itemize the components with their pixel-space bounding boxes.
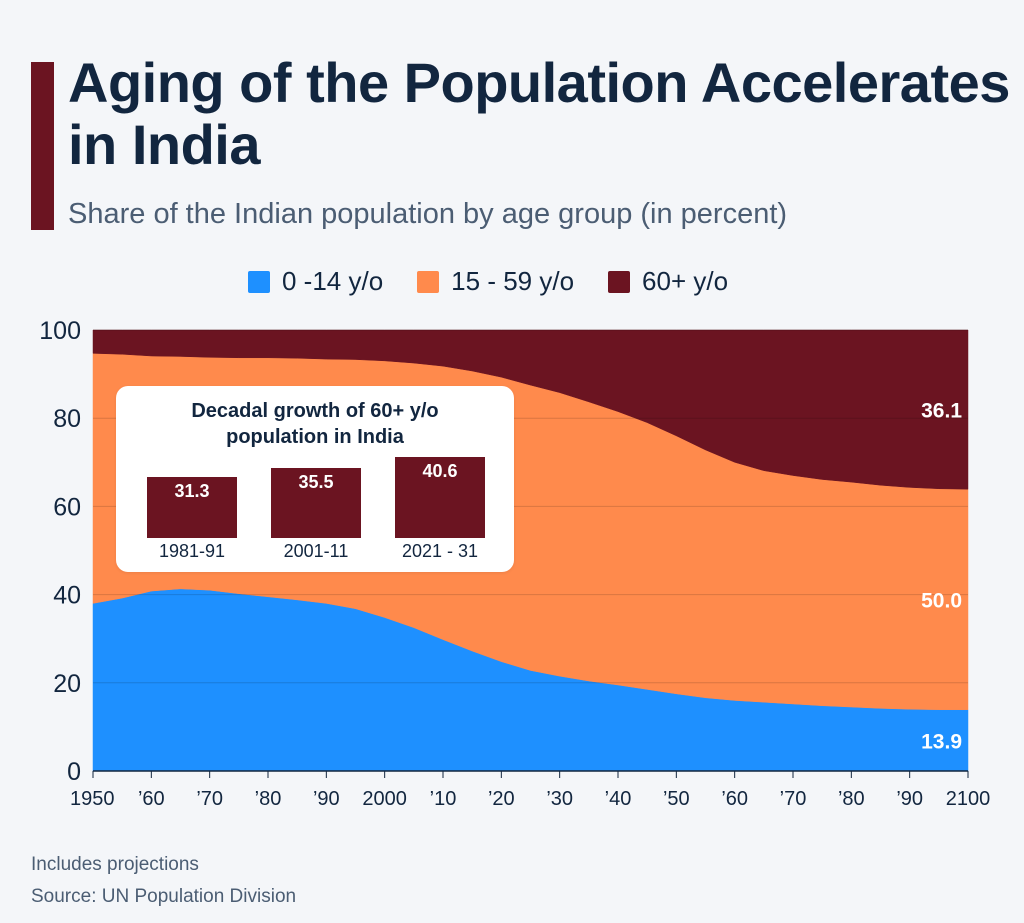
x-tick-label-5: 2000	[362, 788, 407, 810]
inset-bar-label-2: 2021 - 31	[401, 541, 479, 561]
inset-title: Decadal growth of 60+ y/o population in …	[191, 400, 439, 448]
y-tick-label-0: 0	[67, 758, 81, 786]
x-tick-label-2: ’70	[196, 788, 223, 810]
x-tick-label-4: ’90	[313, 788, 340, 810]
x-tick-label-11: ’60	[721, 788, 748, 810]
legend-label-15-59: 15 - 59 y/o	[451, 266, 575, 296]
x-tick-label-14: ’90	[896, 788, 923, 810]
x-tick-label-7: ’20	[488, 788, 515, 810]
page-subtitle: Share of the Indian population by age gr…	[68, 198, 788, 230]
legend-item-15-59: 15 - 59 y/o	[417, 266, 574, 297]
legend-label-0-14: 0 -14 y/o	[282, 266, 384, 296]
x-tick-label-3: ’80	[255, 788, 282, 810]
x-tick-label-0: 1950	[70, 788, 115, 810]
inset-bar-label-0: 1981-91	[158, 541, 226, 561]
x-tick-label-10: ’50	[663, 788, 690, 810]
title-accent-bar	[31, 62, 54, 230]
inset-bar-label-1: 2001-11	[283, 541, 349, 561]
y-tick-label-40: 40	[53, 582, 81, 610]
inset-bar-2: 40.6	[395, 456, 485, 538]
chart-legend: 0 -14 y/o 15 - 59 y/o 60+ y/o	[248, 266, 728, 297]
legend-swatch-15-59	[417, 270, 440, 293]
legend-item-60-plus: 60+ y/o	[608, 266, 728, 297]
x-tick-label-13: ’80	[838, 788, 865, 810]
legend-swatch-60-plus	[608, 270, 631, 293]
y-tick-label-60: 60	[53, 493, 81, 521]
area-series-2	[92, 329, 969, 490]
x-tick-label-12: ’70	[780, 788, 807, 810]
x-tick-label-1: ’60	[138, 788, 165, 810]
inset-bar-1: 35.5	[271, 467, 361, 538]
inset-bar-value-2: 40.6	[422, 460, 458, 481]
inset-bar-0: 31.3	[147, 477, 237, 538]
legend-item-0-14: 0 -14 y/o	[248, 266, 383, 297]
end-label-2: 36.1	[921, 400, 962, 423]
end-label-1: 50.0	[921, 589, 962, 612]
footer-source: Source: UN Population Division	[31, 886, 297, 907]
x-tick-label-6: ’10	[430, 788, 457, 810]
end-label-0: 13.9	[921, 730, 962, 753]
y-tick-label-20: 20	[53, 670, 81, 698]
y-tick-label-100: 100	[39, 317, 81, 345]
legend-swatch-0-14	[248, 270, 270, 293]
x-tick-label-15: 2100	[946, 788, 991, 810]
x-tick-label-9: ’40	[605, 788, 632, 810]
footer-note: Includes projections	[31, 854, 199, 875]
legend-label-60-plus: 60+ y/o	[642, 266, 729, 296]
inset-bar-value-0: 31.3	[174, 481, 210, 502]
inset-panel: Decadal growth of 60+ y/o population in …	[116, 386, 514, 572]
y-tick-label-80: 80	[53, 405, 81, 433]
page-title: Aging of the Population Accelerates in I…	[68, 51, 1010, 176]
inset-bar-value-1: 35.5	[298, 471, 334, 492]
x-tick-label-8: ’30	[546, 788, 573, 810]
